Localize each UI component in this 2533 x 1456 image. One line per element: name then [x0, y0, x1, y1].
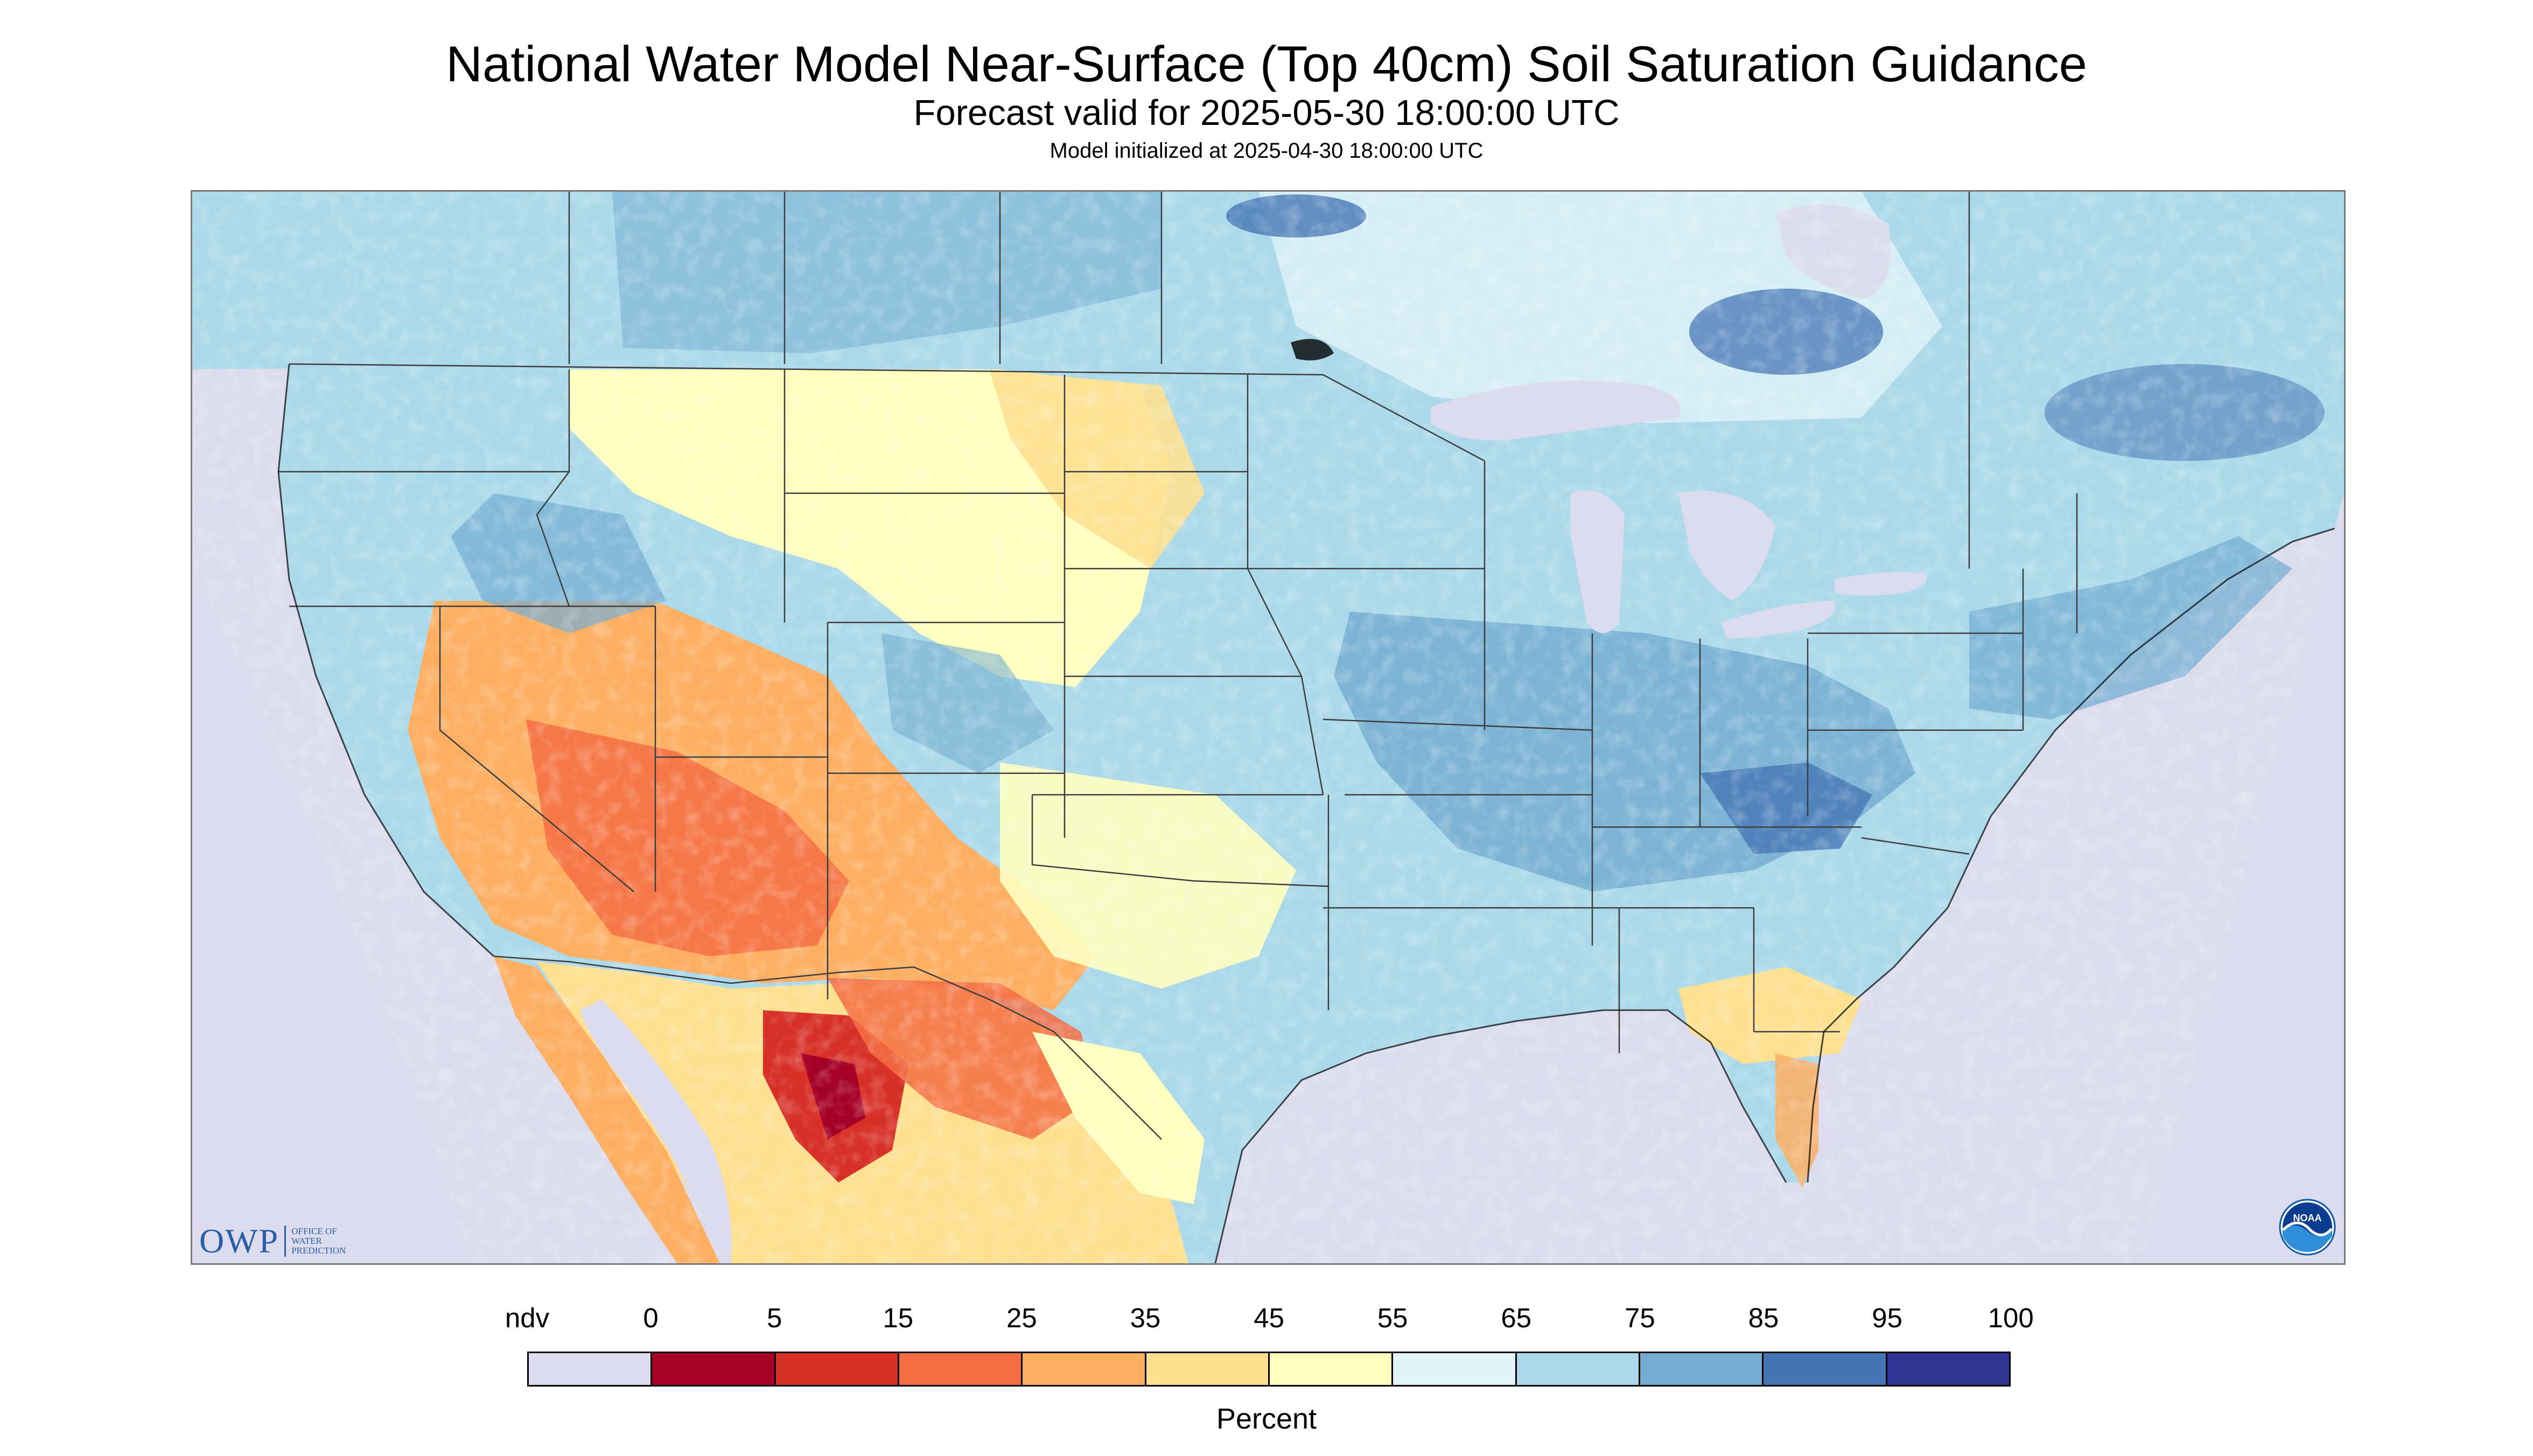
lake-huron — [1678, 491, 1775, 601]
legend-swatch-35-45 — [1144, 1352, 1270, 1387]
legend-swatch-0-5 — [650, 1352, 776, 1387]
legend-label-0: 0 — [643, 1303, 659, 1333]
model-init-line: Model initialized at 2025-04-30 18:00:00… — [1049, 139, 1484, 163]
projection-edges — [192, 493, 2344, 1263]
legend-label-65: 65 — [1501, 1303, 1532, 1333]
legend-label-15: 15 — [883, 1303, 914, 1333]
lake-superior — [1431, 381, 1681, 440]
ok-tx-border — [1031, 795, 1329, 887]
legend-swatch-15-25 — [897, 1352, 1023, 1387]
lake-of-the-woods — [1291, 339, 1334, 361]
owp-logo-line-2: WATER — [291, 1236, 322, 1246]
legend-label-100: 100 — [1988, 1303, 2034, 1333]
soil-saturation-map[interactable] — [191, 190, 2346, 1265]
us-mexico-border — [493, 955, 1162, 1140]
owp-logo-text: OFFICE OF WATER PREDICTION — [291, 1227, 346, 1256]
map-canvas — [192, 192, 2344, 1263]
mn-ia-mo-west — [1247, 375, 1324, 795]
legend-swatch-ndv — [527, 1352, 653, 1387]
political-borders — [278, 192, 2078, 1140]
map-title: National Water Model Near-Surface (Top 4… — [446, 36, 2087, 92]
noaa-logo: NOAA — [2279, 1199, 2336, 1256]
owp-logo-divider — [284, 1226, 286, 1257]
coastlines — [277, 363, 2344, 1263]
legend-label-85: 85 — [1748, 1303, 1779, 1333]
mo-north — [1323, 718, 1593, 731]
legend-swatch-45-55 — [1268, 1352, 1394, 1387]
atlantic-coastline — [1807, 524, 2344, 1183]
west-projection-edge — [192, 569, 472, 1263]
legend-label-25: 25 — [1006, 1303, 1037, 1333]
lake-michigan — [1571, 491, 1625, 633]
legend-swatch-85-95 — [1762, 1352, 1887, 1387]
legend-label-5: 5 — [767, 1303, 782, 1333]
owp-logo-line-1: OFFICE OF — [291, 1226, 337, 1236]
lake-erie — [1722, 601, 1836, 639]
gulf-coastline — [1214, 1009, 1787, 1263]
noaa-logo-text: NOAA — [2293, 1213, 2322, 1223]
legend-label-ndv: ndv — [505, 1303, 550, 1333]
nc-sc-border — [1861, 837, 1970, 855]
idaho-west-border — [536, 369, 570, 607]
legend-swatch-65-75 — [1515, 1352, 1640, 1387]
ca-nv-border — [439, 606, 634, 892]
legend-label-45: 45 — [1254, 1303, 1284, 1333]
legend-swatch-75-85 — [1638, 1352, 1764, 1387]
owp-logo-line-3: PREDICTION — [291, 1245, 346, 1256]
pacific-coastline — [277, 363, 495, 957]
legend-swatch-55-65 — [1391, 1352, 1517, 1387]
legend-swatch-5-15 — [774, 1352, 899, 1387]
east-projection-edge — [2142, 493, 2344, 1263]
legend-colorbar — [527, 1352, 2011, 1387]
lake-ontario — [1835, 572, 1927, 596]
legend-units-label: Percent — [1216, 1403, 1317, 1435]
us-canada-border-east — [1323, 374, 1485, 462]
us-canada-border — [289, 363, 1324, 376]
legend-swatch-25-35 — [1021, 1352, 1146, 1387]
owp-logo: OWP OFFICE OF WATER PREDICTION — [199, 1222, 346, 1260]
owp-logo-mark: OWP — [199, 1222, 279, 1260]
texture-overlay — [192, 192, 2344, 1263]
legend-swatch-95-100 — [1885, 1352, 2011, 1387]
legend-label-95: 95 — [1872, 1303, 1902, 1333]
gulf-of-california — [580, 999, 732, 1263]
legend-label-75: 75 — [1625, 1303, 1655, 1333]
legend-label-55: 55 — [1377, 1303, 1408, 1333]
legend-label-35: 35 — [1130, 1303, 1161, 1333]
forecast-valid-subtitle: Forecast valid for 2025-05-30 18:00:00 U… — [913, 93, 1620, 133]
